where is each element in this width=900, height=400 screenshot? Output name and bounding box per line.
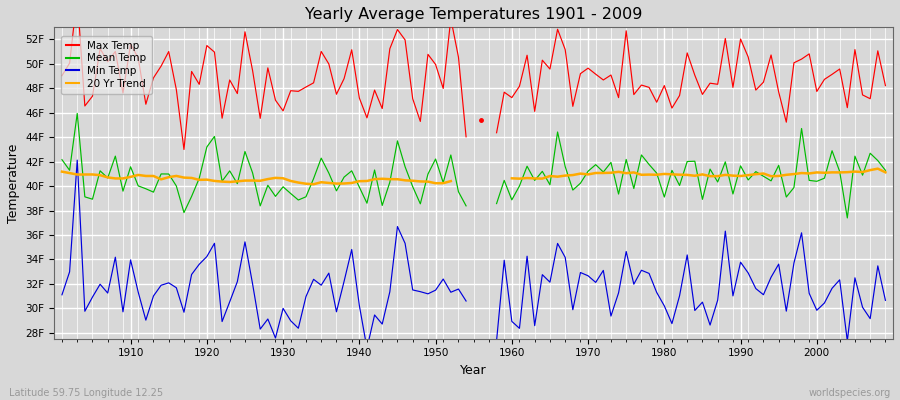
Legend: Max Temp, Mean Temp, Min Temp, 20 Yr Trend: Max Temp, Mean Temp, Min Temp, 20 Yr Tre… [61,36,151,94]
Text: Latitude 59.75 Longitude 12.25: Latitude 59.75 Longitude 12.25 [9,388,163,398]
Text: worldspecies.org: worldspecies.org [809,388,891,398]
Y-axis label: Temperature: Temperature [7,143,20,223]
Title: Yearly Average Temperatures 1901 - 2009: Yearly Average Temperatures 1901 - 2009 [305,7,643,22]
X-axis label: Year: Year [461,364,487,377]
